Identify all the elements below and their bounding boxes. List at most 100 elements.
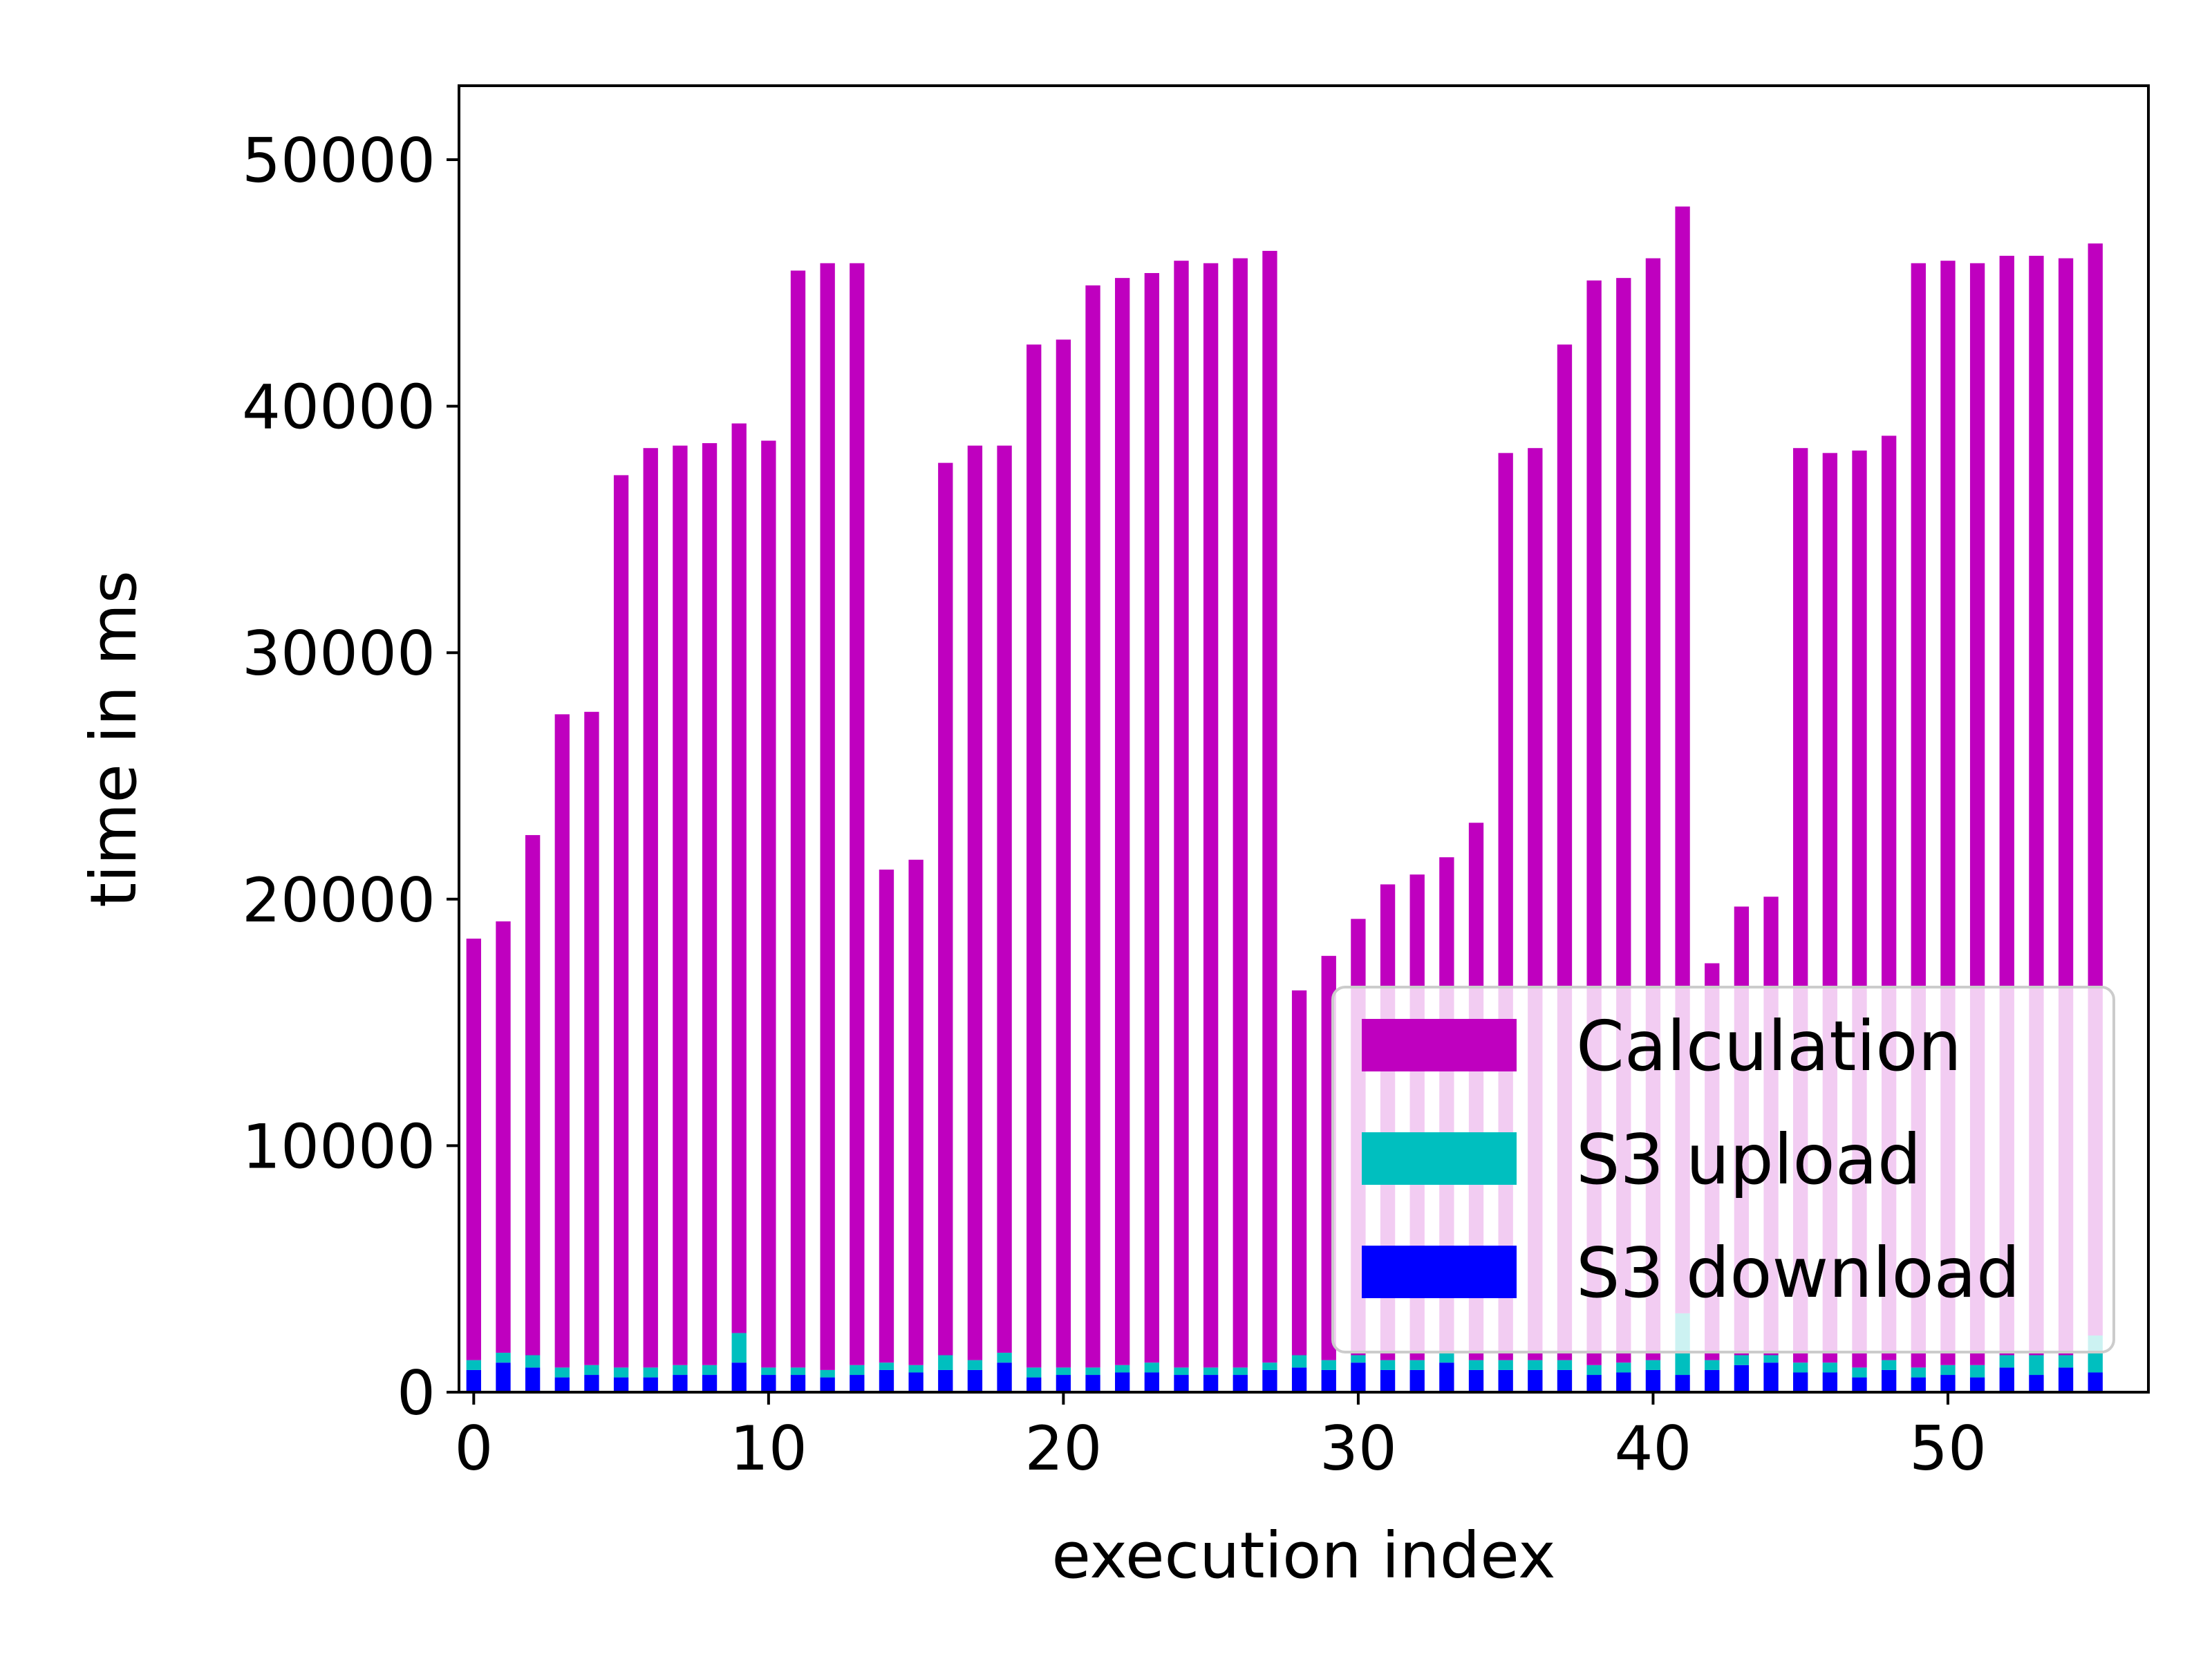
bar-s3-upload-47 [1852,1367,1867,1378]
legend-box [1331,986,2115,1353]
bar-s3-upload-22 [1115,1365,1130,1373]
legend: Calculation S3 upload S3 download [1331,986,2115,1353]
bar-calculation-5 [613,475,629,1368]
bar-calculation-28 [1291,990,1307,1356]
bar-s3-upload-46 [1822,1362,1838,1373]
y-tick-label-10000: 10000 [242,1111,435,1182]
bar-s3-upload-40 [1645,1360,1661,1370]
bar-s3-upload-24 [1174,1367,1189,1376]
bar-s3-upload-11 [790,1367,806,1376]
bar-s3-upload-33 [1439,1352,1454,1363]
bar-s3-upload-34 [1468,1360,1484,1370]
bar-s3-upload-23 [1144,1362,1160,1373]
bar-s3-download-22 [1115,1372,1130,1392]
bar-calculation-9 [731,423,747,1333]
y-tick-label-40000: 40000 [242,372,435,443]
bar-s3-upload-31 [1380,1360,1396,1370]
bar-calculation-18 [997,445,1012,1353]
bar-s3-upload-8 [702,1365,718,1376]
bar-calculation-16 [938,462,953,1356]
bar-calculation-4 [584,711,599,1365]
x-tick-label-0: 0 [454,1413,493,1484]
bar-calculation-0 [466,938,481,1360]
y-tick-label-0: 0 [397,1358,435,1429]
bar-s3-upload-7 [673,1365,688,1376]
bar-s3-upload-18 [997,1352,1012,1363]
bar-s3-download-6 [643,1377,658,1392]
bar-s3-upload-5 [613,1367,629,1378]
bar-s3-download-9 [731,1362,747,1392]
bar-s3-download-30 [1351,1362,1366,1392]
bar-s3-download-2 [525,1367,541,1392]
bar-s3-download-42 [1705,1369,1720,1392]
bar-calculation-12 [820,263,835,1370]
bar-s3-download-55 [2088,1372,2103,1392]
bar-s3-download-16 [938,1369,953,1392]
bar-s3-download-7 [673,1375,688,1392]
bar-s3-upload-48 [1881,1360,1897,1370]
bar-s3-download-12 [820,1377,835,1392]
bar-s3-download-13 [850,1375,865,1392]
bar-s3-download-25 [1203,1375,1219,1392]
bar-s3-upload-10 [761,1367,776,1376]
bar-s3-upload-30 [1351,1355,1366,1363]
bar-s3-upload-37 [1557,1360,1573,1370]
bar-calculation-14 [879,870,894,1363]
bar-calculation-20 [1056,339,1071,1368]
bar-s3-upload-50 [1940,1365,1956,1376]
bar-s3-upload-54 [2058,1355,2074,1368]
legend-label-s3-upload: S3 upload [1576,1119,1921,1200]
bar-s3-upload-39 [1616,1362,1631,1373]
bar-s3-download-28 [1291,1367,1307,1392]
bar-s3-download-4 [584,1375,599,1392]
bar-calculation-25 [1203,263,1219,1368]
bar-s3-upload-4 [584,1365,599,1376]
bar-s3-download-48 [1881,1369,1897,1392]
bar-s3-download-45 [1793,1372,1808,1392]
bar-s3-download-18 [997,1362,1012,1392]
bar-s3-download-51 [1969,1377,1985,1392]
bar-s3-download-44 [1763,1362,1779,1392]
bar-calculation-24 [1174,261,1189,1368]
bar-s3-download-31 [1380,1369,1396,1392]
bar-s3-upload-28 [1291,1355,1307,1368]
x-tick-label-10: 10 [730,1413,807,1484]
bar-s3-download-52 [1999,1367,2014,1392]
x-tick-label-30: 30 [1320,1413,1397,1484]
bar-s3-upload-49 [1911,1367,1926,1378]
bar-s3-upload-1 [496,1352,511,1363]
bar-s3-download-34 [1468,1369,1484,1392]
bar-s3-upload-2 [525,1355,541,1368]
bar-s3-download-10 [761,1375,776,1392]
bar-s3-download-17 [967,1369,983,1392]
bar-s3-download-49 [1911,1377,1926,1392]
bar-s3-upload-19 [1027,1367,1042,1378]
bar-calculation-1 [496,921,511,1353]
bar-s3-download-41 [1675,1375,1690,1392]
bar-s3-upload-17 [967,1360,983,1370]
bar-calculation-21 [1085,285,1100,1368]
bar-s3-upload-16 [938,1355,953,1370]
legend-swatch-s3-upload [1362,1132,1517,1185]
bar-s3-download-38 [1586,1375,1602,1392]
y-axis-label: time in ms [77,570,151,908]
y-tick-label-30000: 30000 [242,618,435,689]
bar-calculation-6 [643,448,658,1368]
bar-s3-download-0 [466,1369,481,1392]
bar-s3-download-40 [1645,1369,1661,1392]
bar-s3-upload-14 [879,1362,894,1370]
bar-s3-upload-35 [1498,1360,1513,1370]
bar-s3-upload-38 [1586,1365,1602,1376]
legend-label-s3-download: S3 download [1576,1232,2020,1313]
bar-s3-upload-12 [820,1369,835,1378]
bar-s3-upload-53 [2029,1355,2044,1376]
bar-s3-upload-42 [1705,1360,1720,1370]
bar-s3-upload-6 [643,1367,658,1378]
bar-s3-download-46 [1822,1372,1838,1392]
bar-s3-upload-43 [1734,1355,1750,1365]
bar-s3-download-23 [1144,1372,1160,1392]
bar-s3-upload-3 [554,1367,570,1378]
bar-s3-download-36 [1528,1369,1543,1392]
bar-calculation-17 [967,445,983,1360]
